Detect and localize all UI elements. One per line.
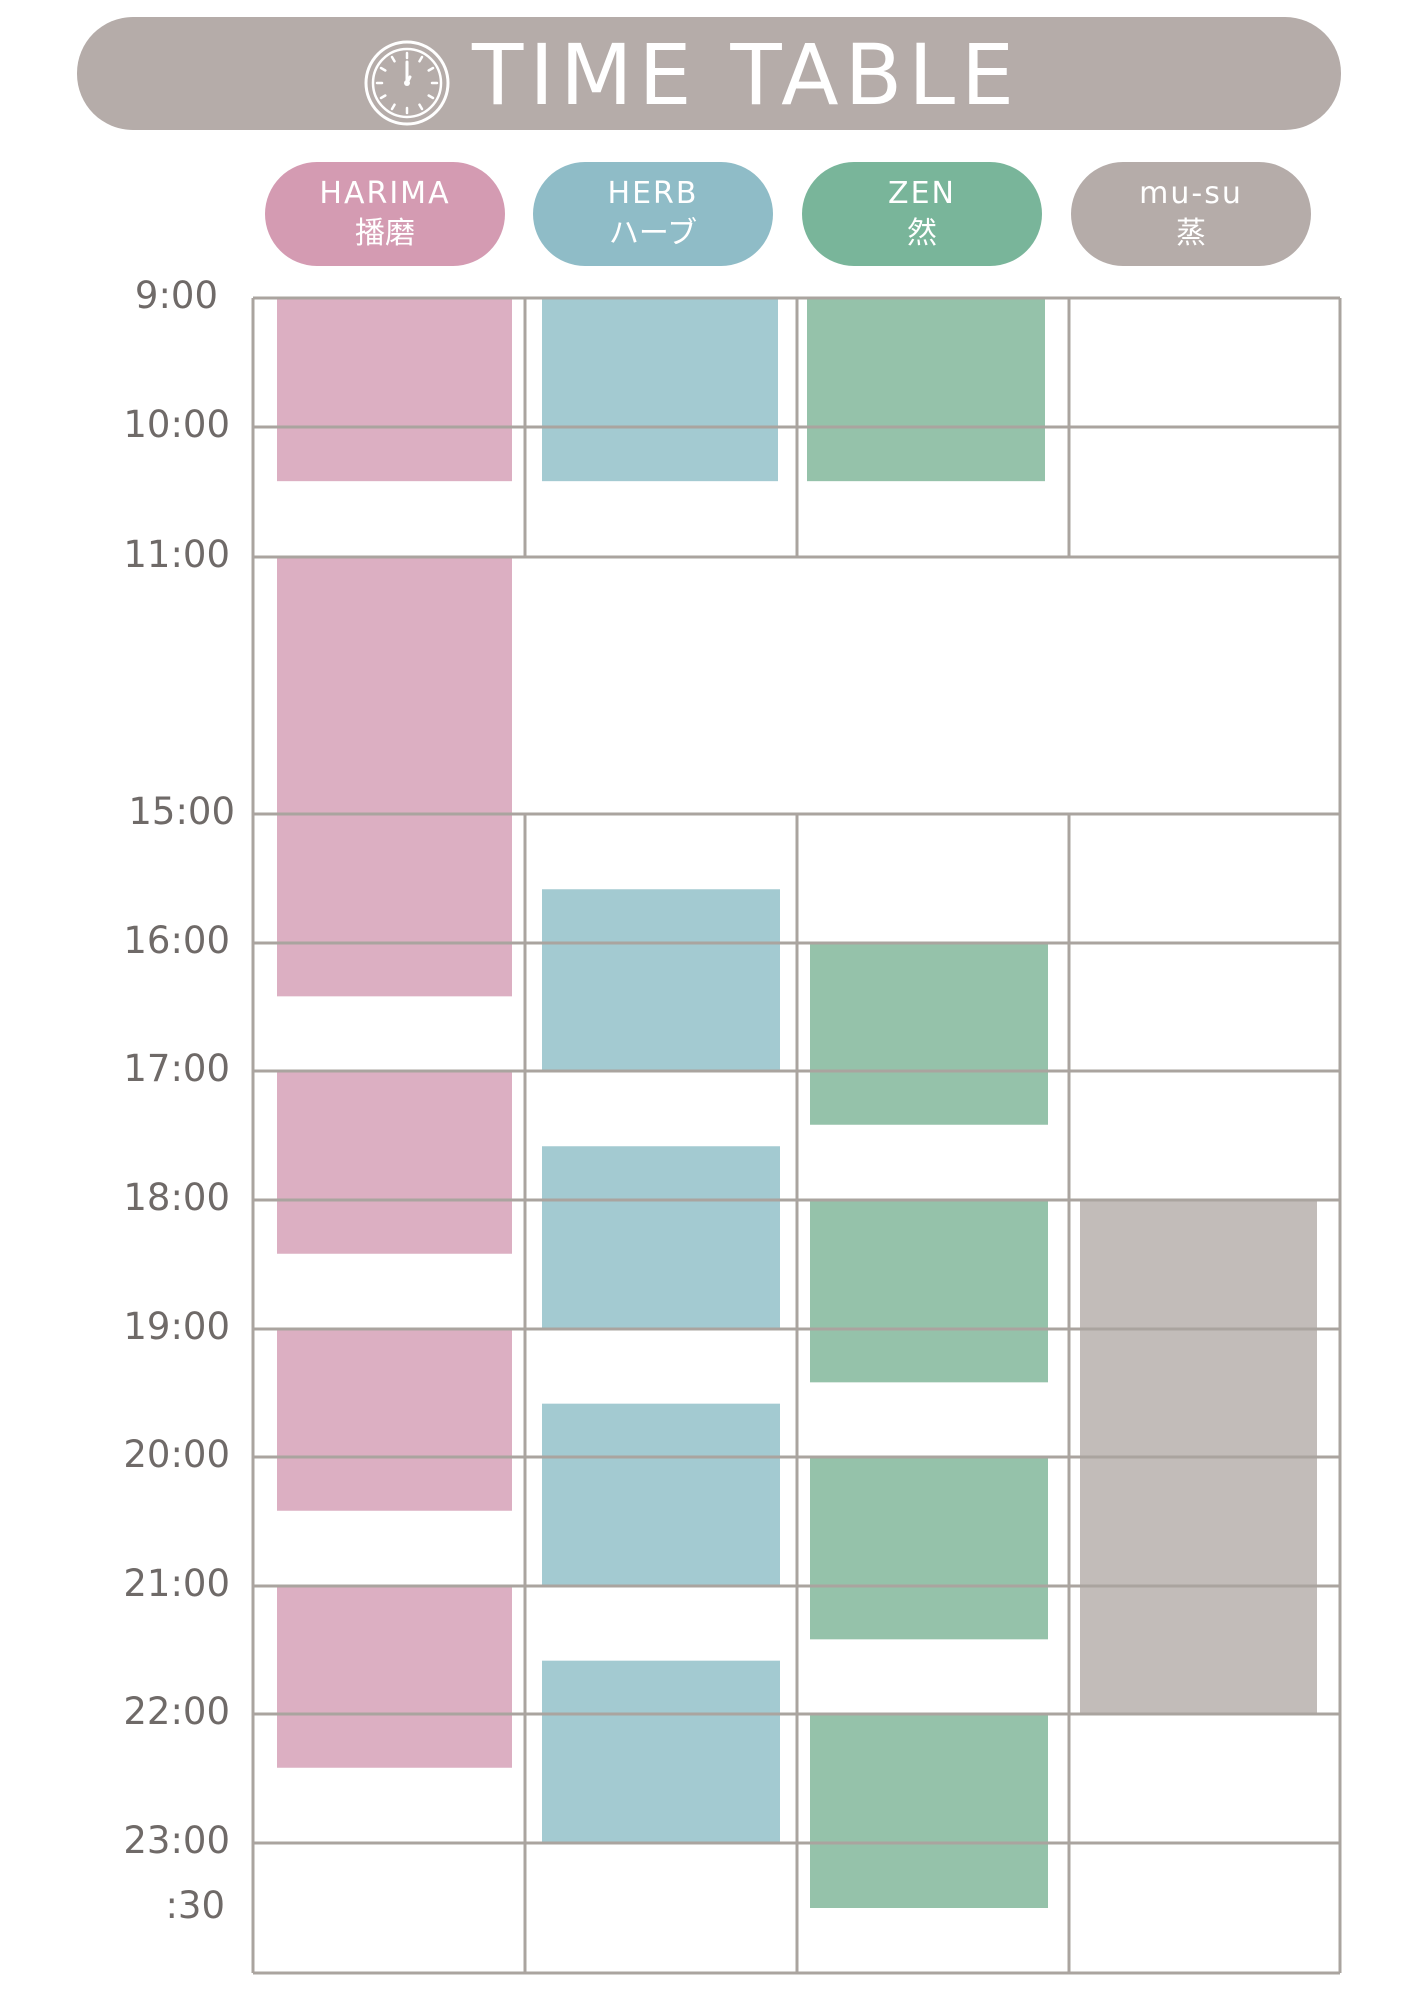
page-title: TIME TABLE [472, 26, 1021, 124]
venue-pill-zen: ZEN 然 [802, 162, 1042, 266]
venue-name-en: ZEN [888, 176, 956, 211]
clock-icon [364, 40, 450, 126]
venue-name-en: HARIMA [319, 176, 451, 211]
time-label: 17:00 [123, 1047, 230, 1090]
venue-pill-musu: mu-su 蒸 [1071, 162, 1311, 266]
venue-name-jp: 然 [907, 216, 937, 251]
venue-name-jp: 蒸 [1176, 216, 1206, 251]
venue-pill-herb: HERB ハーブ [533, 162, 773, 266]
session-block-harima [277, 1586, 512, 1768]
venue-name-jp: 播磨 [355, 216, 415, 251]
time-label: 10:00 [123, 403, 230, 446]
time-label: 20:00 [123, 1433, 230, 1476]
session-block-herb [542, 1403, 780, 1586]
session-block-harima [277, 557, 512, 997]
session-block-zen [810, 943, 1048, 1125]
time-label: 19:00 [123, 1305, 230, 1348]
time-label: 22:00 [123, 1690, 230, 1733]
session-block-harima [277, 298, 512, 482]
session-block-zen [807, 298, 1045, 482]
session-block-harima [277, 1329, 512, 1511]
time-label: 23:00 [123, 1819, 230, 1862]
time-label: :30 [165, 1884, 225, 1927]
time-label: 15:00 [128, 790, 235, 833]
time-label: 9:00 [134, 274, 218, 317]
session-block-harima [277, 1071, 512, 1254]
venue-name-jp: ハーブ [608, 216, 698, 251]
time-label: 11:00 [123, 533, 230, 576]
session-block-zen [810, 1457, 1048, 1640]
time-label: 21:00 [123, 1562, 230, 1605]
venue-pill-harima: HARIMA 播磨 [265, 162, 505, 266]
header-banner: TIME TABLE [77, 17, 1341, 130]
session-block-zen [810, 1200, 1048, 1383]
time-label: 16:00 [123, 919, 230, 962]
session-block-herb [542, 889, 780, 1071]
venue-name-en: HERB [607, 176, 699, 211]
venue-name-en: mu-su [1139, 176, 1243, 211]
session-block-herb [542, 298, 778, 482]
session-block-herb [542, 1146, 780, 1329]
time-label: 18:00 [123, 1176, 230, 1219]
session-block-zen [810, 1714, 1048, 1908]
session-block-herb [542, 1660, 780, 1843]
